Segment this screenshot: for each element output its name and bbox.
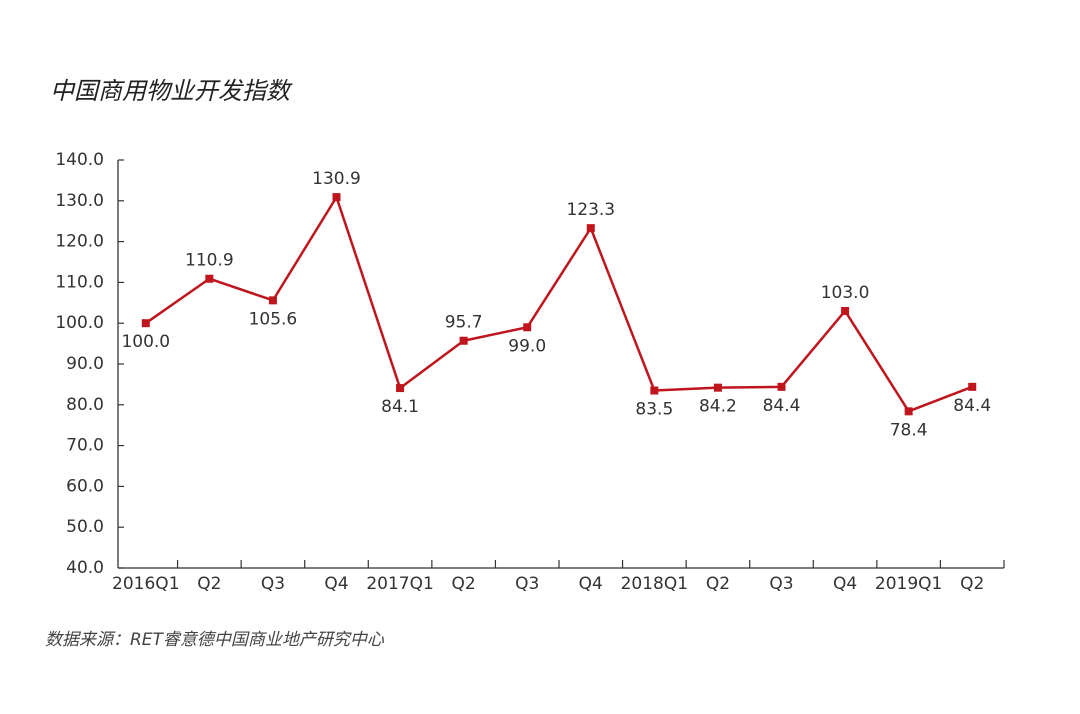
- value-label: 99.0: [508, 336, 546, 356]
- y-tick-label: 130.0: [55, 191, 104, 211]
- data-point: [523, 323, 532, 332]
- data-point: [841, 306, 850, 315]
- value-label: 123.3: [566, 200, 615, 220]
- x-tick-label: Q2: [452, 574, 476, 594]
- y-tick-label: 80.0: [66, 395, 104, 415]
- value-label: 84.4: [953, 396, 991, 416]
- data-point: [586, 224, 595, 233]
- data-point: [968, 382, 977, 391]
- data-point: [396, 384, 405, 393]
- value-label: 110.9: [185, 251, 234, 271]
- x-tick-label: Q4: [324, 574, 348, 594]
- value-label: 84.2: [699, 397, 737, 417]
- data-point: [904, 407, 913, 416]
- value-label: 83.5: [635, 400, 673, 420]
- value-label: 100.0: [121, 332, 170, 352]
- value-label: 84.1: [381, 397, 419, 417]
- x-tick-label: Q2: [706, 574, 730, 594]
- value-label: 78.4: [890, 420, 928, 440]
- y-tick-label: 50.0: [66, 517, 104, 537]
- x-tick-label: 2017Q1: [366, 574, 433, 594]
- y-tick-label: 100.0: [55, 313, 104, 333]
- y-tick-label: 110.0: [55, 272, 104, 292]
- data-point: [459, 336, 468, 345]
- x-tick-label: Q4: [833, 574, 857, 594]
- x-tick-label: Q4: [579, 574, 603, 594]
- x-tick-label: Q3: [261, 574, 285, 594]
- y-tick-label: 40.0: [66, 558, 104, 578]
- x-tick-label: Q3: [769, 574, 793, 594]
- y-tick-label: 60.0: [66, 476, 104, 496]
- y-tick-label: 90.0: [66, 354, 104, 374]
- chart-title: 中国商用物业开发指数: [50, 77, 293, 105]
- data-point: [268, 296, 277, 305]
- data-line: [145, 195, 973, 413]
- data-point: [332, 193, 341, 202]
- x-tick-label: Q3: [515, 574, 539, 594]
- value-label: 103.0: [821, 283, 870, 303]
- y-tick-label: 120.0: [55, 232, 104, 252]
- data-point: [650, 386, 659, 395]
- x-tick-label: 2019Q1: [875, 574, 942, 594]
- data-point: [777, 382, 786, 391]
- y-tick-label: 70.0: [66, 436, 104, 456]
- data-point: [713, 383, 722, 392]
- value-label: 95.7: [445, 313, 483, 333]
- x-tick-label: Q2: [197, 574, 221, 594]
- value-label: 84.4: [763, 396, 801, 416]
- value-label: 130.9: [312, 169, 361, 189]
- data-point: [141, 319, 150, 328]
- x-tick-label: Q2: [960, 574, 984, 594]
- value-label: 105.6: [249, 309, 298, 329]
- data-point: [205, 274, 214, 283]
- x-tick-label: 2016Q1: [112, 574, 179, 594]
- source-note: 数据来源：RET睿意德中国商业地产研究中心: [45, 630, 385, 650]
- x-tick-label: 2018Q1: [621, 574, 688, 594]
- y-tick-label: 140.0: [55, 150, 104, 170]
